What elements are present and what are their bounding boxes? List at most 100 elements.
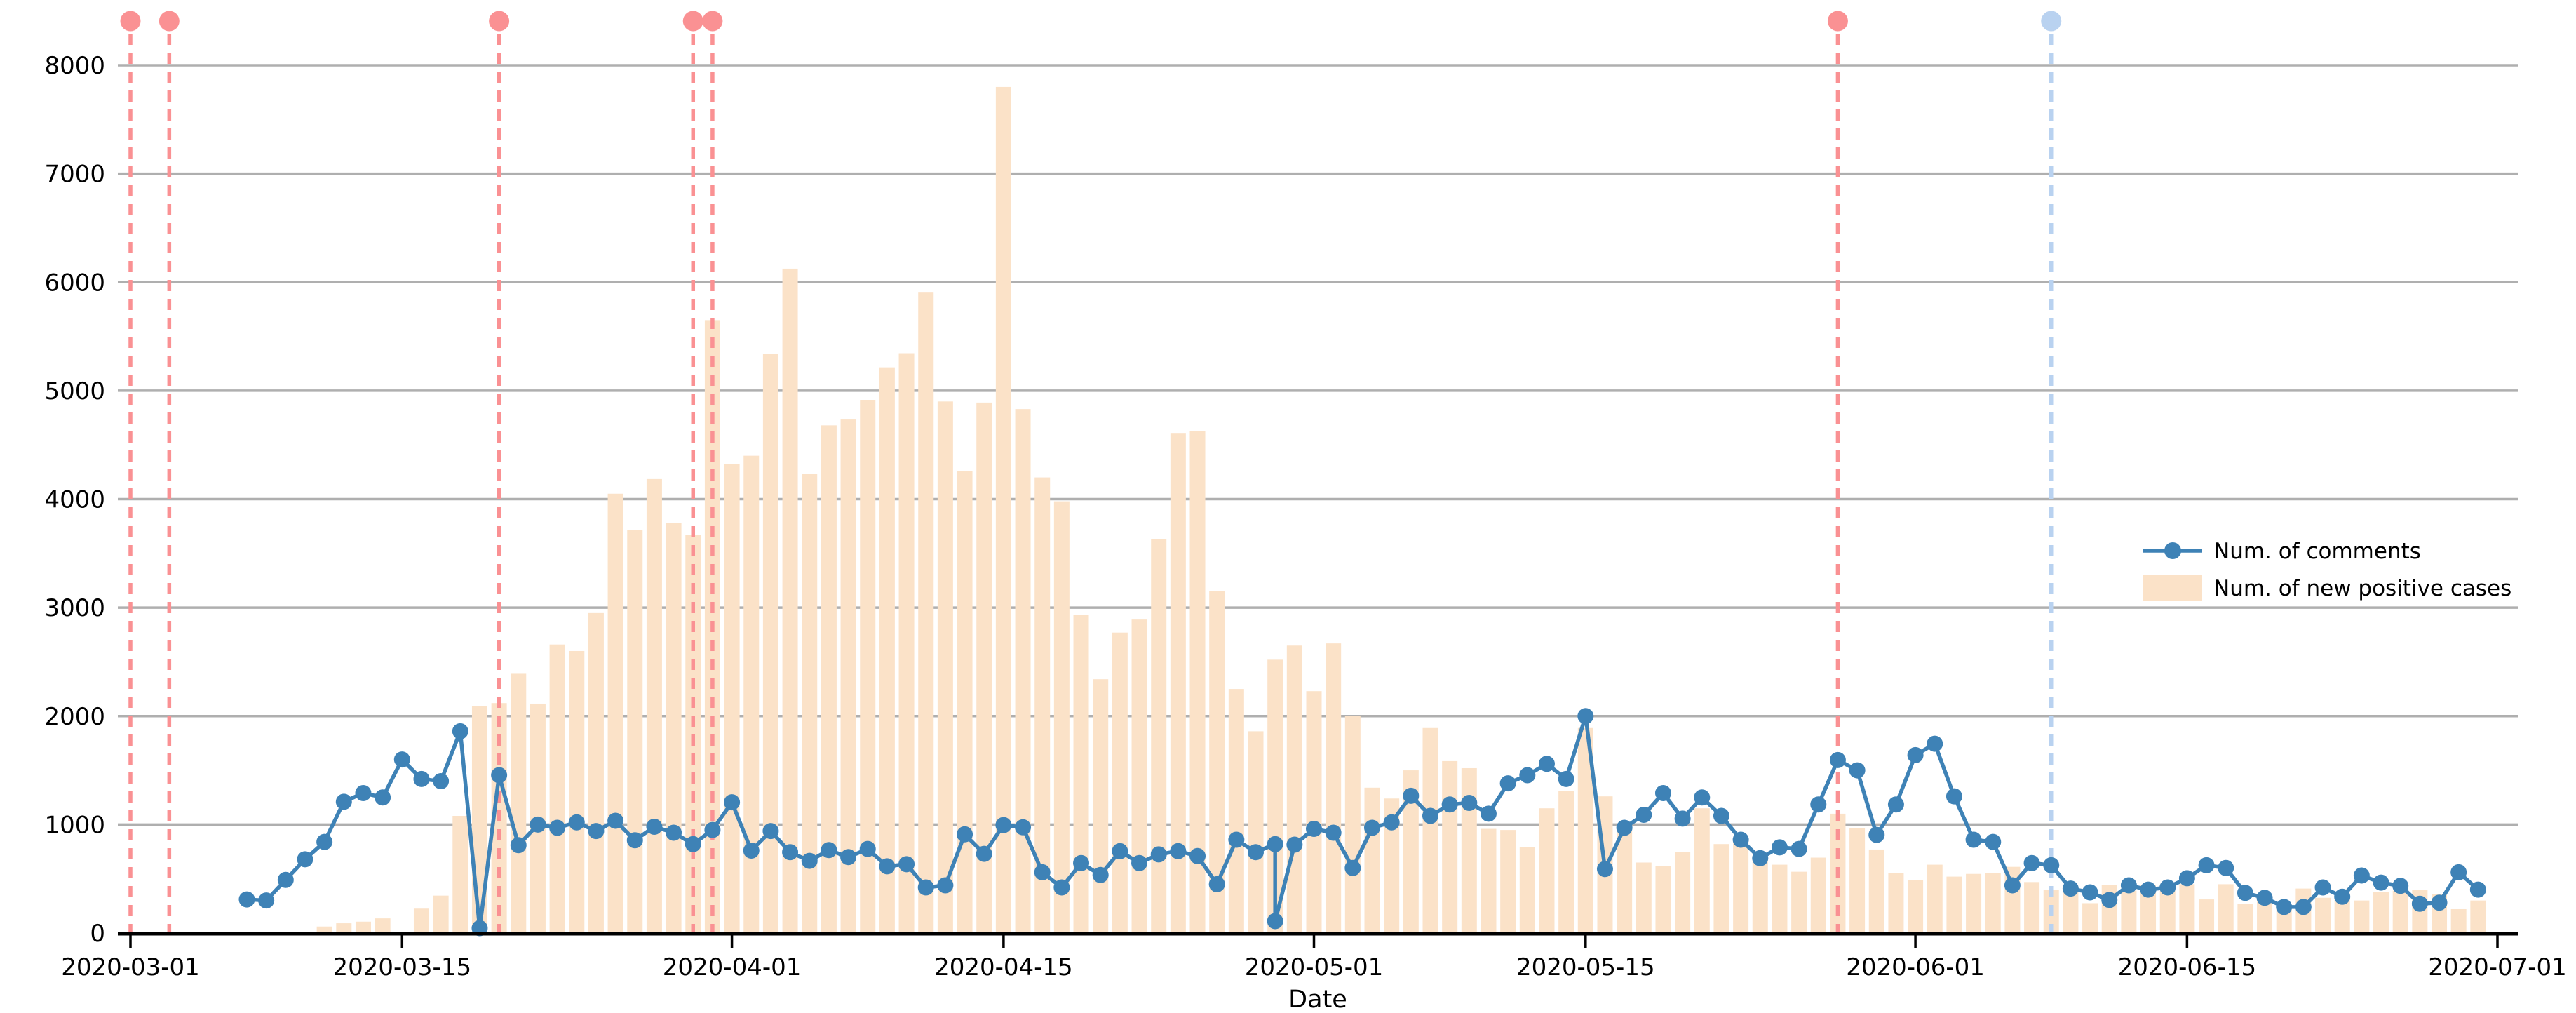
comments-marker [1732, 831, 1749, 848]
comments-marker [2411, 895, 2428, 912]
case-bar [1093, 679, 1109, 934]
comments-marker [646, 818, 663, 835]
comments-marker [704, 821, 721, 838]
comments-marker [2043, 857, 2060, 873]
comments-marker [452, 723, 468, 739]
comments-marker [2373, 874, 2389, 891]
comments-marker [2178, 870, 2195, 887]
comments-marker [1112, 843, 1128, 859]
case-bar [1694, 808, 1710, 934]
case-bar [607, 493, 623, 934]
legend-line-marker [2164, 542, 2181, 559]
case-bar [2334, 897, 2350, 934]
case-bar [1966, 873, 1982, 934]
case-bar [2024, 882, 2040, 934]
y-tick-label: 7000 [44, 161, 105, 189]
case-bar [1112, 632, 1128, 934]
comments-marker [413, 770, 430, 787]
y-tick-label: 4000 [44, 486, 105, 514]
case-bar [1267, 659, 1283, 934]
comments-marker [2082, 884, 2098, 901]
comments-marker [685, 836, 701, 852]
case-bar [1772, 864, 1788, 934]
comments-marker [1150, 846, 1167, 863]
case-bar [2354, 900, 2370, 934]
case-bar [1636, 862, 1652, 934]
case-bar [802, 474, 818, 934]
x-tick-label: 2020-04-15 [934, 953, 1073, 981]
case-bar [1248, 731, 1264, 934]
comments-marker [1965, 831, 1982, 848]
comments-marker [2218, 859, 2234, 876]
y-tick-label: 3000 [44, 594, 105, 622]
comments-marker [1363, 819, 1380, 836]
comments-marker [1170, 843, 1187, 859]
case-bar [2237, 904, 2253, 934]
comments-marker [1499, 775, 1516, 792]
case-bar [1015, 409, 1031, 934]
case-bar [1985, 873, 2001, 934]
x-tick-label: 2020-07-01 [2428, 953, 2567, 981]
case-bar [1849, 828, 1866, 934]
comments-marker [393, 751, 410, 768]
case-bar [316, 926, 332, 934]
red-event-marker [682, 11, 703, 32]
comments-marker [1829, 751, 1846, 768]
case-bar [1403, 770, 1419, 934]
case-bar [1461, 767, 1477, 934]
comments-marker [1868, 826, 1885, 843]
comments-marker [762, 823, 779, 840]
legend-label-comments: Num. of comments [2213, 539, 2421, 564]
red-event-marker [702, 11, 723, 32]
comments-marker [1849, 762, 1866, 779]
comments-marker [433, 773, 450, 790]
comments-marker [258, 892, 275, 909]
y-tick-label: 2000 [44, 703, 105, 731]
comments-marker [1752, 850, 1769, 866]
comments-marker [2140, 881, 2157, 898]
case-bar [1868, 849, 1884, 934]
case-bar [860, 400, 876, 934]
case-bar [433, 895, 449, 934]
case-bar [413, 908, 429, 934]
comments-marker [2314, 879, 2331, 896]
comments-marker [549, 819, 566, 836]
case-bar [2199, 899, 2215, 934]
comments-marker [1325, 824, 1342, 841]
case-bar [1034, 477, 1051, 934]
case-bar [1927, 864, 1943, 934]
case-bar [336, 923, 352, 934]
case-bar [2450, 908, 2467, 934]
comments-marker [2334, 888, 2351, 905]
comments-marker [1519, 767, 1536, 784]
x-tick-label: 2020-03-01 [61, 953, 200, 981]
comments-marker [2450, 864, 2467, 880]
case-bar [549, 644, 565, 934]
comments-marker [1286, 836, 1303, 853]
comments-marker [1791, 840, 1807, 857]
x-tick-label: 2020-06-01 [1846, 953, 1985, 981]
x-tick-label: 2020-05-15 [1516, 953, 1655, 981]
case-bar [646, 478, 662, 934]
case-bar [1713, 844, 1729, 934]
case-bar [821, 425, 837, 934]
case-bar [976, 402, 992, 934]
case-bar [2179, 884, 2195, 934]
case-bar [2373, 892, 2389, 934]
case-bar [511, 673, 527, 934]
comments-marker [238, 891, 255, 908]
case-bar [1151, 539, 1167, 934]
comments-marker [2353, 867, 2370, 884]
red-event-marker [1827, 11, 1848, 32]
comments-marker [1577, 708, 1594, 725]
y-tick-label: 1000 [44, 811, 105, 839]
case-bar [627, 530, 643, 934]
comments-marker [821, 842, 837, 859]
comments-marker [1441, 796, 1458, 813]
comments-marker [976, 845, 992, 862]
comments-marker [1228, 831, 1245, 848]
case-bar [685, 535, 701, 934]
y-tick-label: 8000 [44, 52, 105, 80]
case-bar [743, 455, 760, 934]
